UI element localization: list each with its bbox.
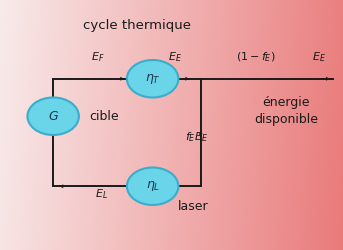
- Text: laser: laser: [178, 200, 209, 213]
- Text: $E_E$: $E_E$: [312, 50, 326, 64]
- Text: $(1-f_E)$: $(1-f_E)$: [236, 50, 275, 64]
- Text: cycle thermique: cycle thermique: [83, 18, 191, 32]
- Circle shape: [127, 60, 178, 98]
- Text: énergie
disponible: énergie disponible: [255, 96, 318, 126]
- Text: $G$: $G$: [48, 110, 59, 123]
- Text: $E_E$: $E_E$: [168, 50, 182, 64]
- Text: $E_F$: $E_F$: [91, 50, 105, 64]
- Text: $\eta_T$: $\eta_T$: [145, 72, 161, 86]
- Text: cible: cible: [89, 110, 119, 123]
- Text: $f_E E_E$: $f_E E_E$: [185, 130, 208, 144]
- Circle shape: [27, 98, 79, 135]
- Text: $\eta_L$: $\eta_L$: [145, 179, 160, 193]
- Circle shape: [127, 168, 178, 205]
- Text: $E_L$: $E_L$: [95, 188, 108, 201]
